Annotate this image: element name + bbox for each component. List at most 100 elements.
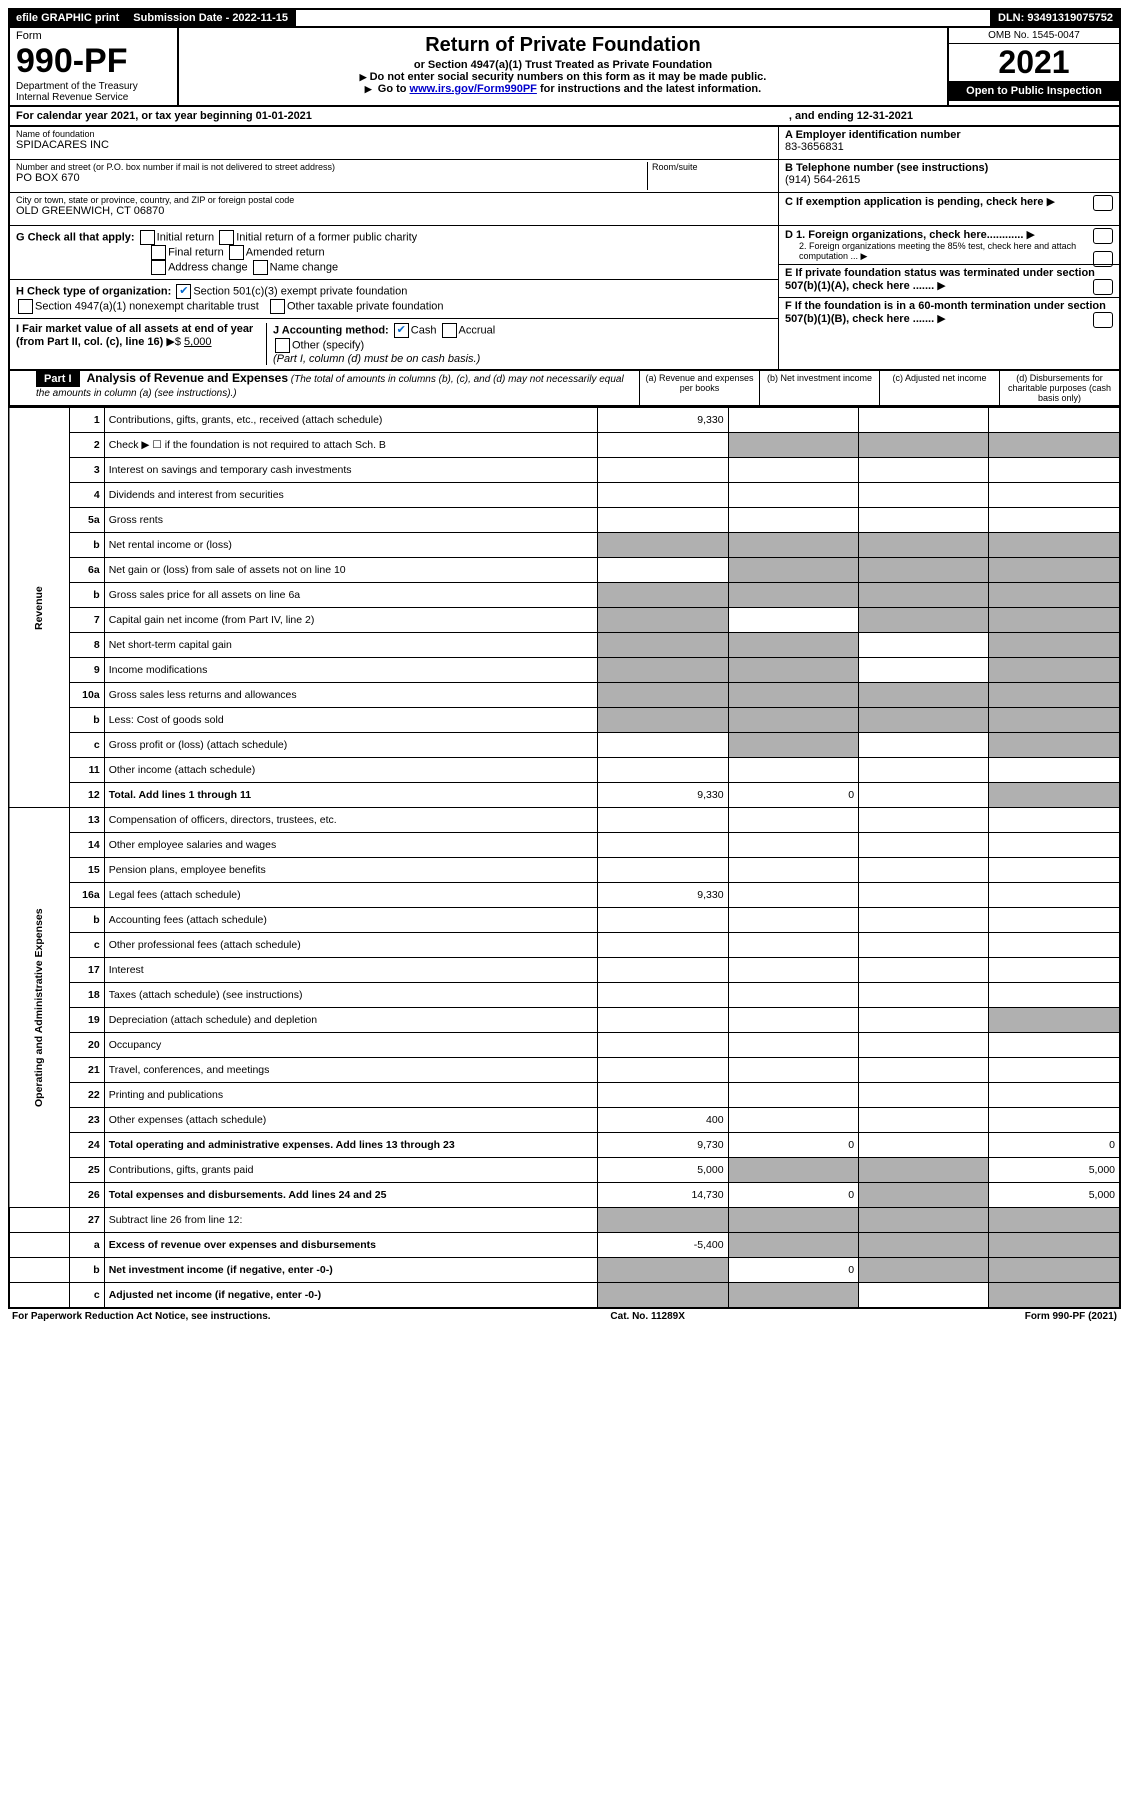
cell-b bbox=[728, 983, 858, 1008]
chk-name-change[interactable] bbox=[253, 260, 268, 275]
cell-a bbox=[598, 708, 728, 733]
cell-a: 5,000 bbox=[598, 1158, 728, 1183]
chk-f[interactable] bbox=[1093, 312, 1113, 328]
line-label: Total expenses and disbursements. Add li… bbox=[104, 1183, 597, 1208]
room-label: Room/suite bbox=[652, 162, 772, 172]
table-row: 19Depreciation (attach schedule) and dep… bbox=[9, 1008, 1120, 1033]
cell-a bbox=[598, 833, 728, 858]
cell-d bbox=[989, 758, 1120, 783]
cell-b bbox=[728, 883, 858, 908]
city-label: City or town, state or province, country… bbox=[16, 195, 772, 205]
chk-amended[interactable] bbox=[229, 245, 244, 260]
cell-c bbox=[859, 1008, 989, 1033]
cell-c bbox=[859, 608, 989, 633]
cell-a bbox=[598, 1058, 728, 1083]
cell-c bbox=[859, 583, 989, 608]
cell-a bbox=[598, 983, 728, 1008]
table-row: 17Interest bbox=[9, 958, 1120, 983]
line-label: Travel, conferences, and meetings bbox=[104, 1058, 597, 1083]
footer-right: Form 990-PF (2021) bbox=[1025, 1311, 1117, 1322]
cell-a bbox=[598, 533, 728, 558]
chk-d1[interactable] bbox=[1093, 228, 1113, 244]
chk-d2[interactable] bbox=[1093, 251, 1113, 267]
cell-a: 14,730 bbox=[598, 1183, 728, 1208]
line-label: Interest on savings and temporary cash i… bbox=[104, 458, 597, 483]
cell-c bbox=[859, 483, 989, 508]
chk-address-change[interactable] bbox=[151, 260, 166, 275]
table-row: 7Capital gain net income (from Part IV, … bbox=[9, 608, 1120, 633]
cell-a bbox=[598, 1258, 728, 1283]
line-number: 22 bbox=[69, 1083, 104, 1108]
ein: 83-3656831 bbox=[785, 141, 1113, 153]
cell-d bbox=[989, 1008, 1120, 1033]
chk-final[interactable] bbox=[151, 245, 166, 260]
cell-a bbox=[598, 958, 728, 983]
part1-table: Revenue1Contributions, gifts, grants, et… bbox=[8, 407, 1121, 1309]
chk-cash[interactable] bbox=[394, 323, 409, 338]
cell-a: 400 bbox=[598, 1108, 728, 1133]
line-number: 3 bbox=[69, 458, 104, 483]
cell-c bbox=[859, 1033, 989, 1058]
page-footer: For Paperwork Reduction Act Notice, see … bbox=[8, 1309, 1121, 1324]
cell-a bbox=[598, 733, 728, 758]
line-number: b bbox=[69, 583, 104, 608]
phone: (914) 564-2615 bbox=[785, 174, 1113, 186]
section-g: G Check all that apply: Initial return I… bbox=[10, 226, 778, 280]
line-number: 18 bbox=[69, 983, 104, 1008]
cell-a bbox=[598, 633, 728, 658]
line-label: Contributions, gifts, grants paid bbox=[104, 1158, 597, 1183]
cell-d bbox=[989, 458, 1120, 483]
dept1: Department of the Treasury bbox=[16, 81, 171, 92]
chk-e[interactable] bbox=[1093, 279, 1113, 295]
cell-b bbox=[728, 433, 858, 458]
submission-date: Submission Date - 2022-11-15 bbox=[127, 10, 296, 26]
efile-label[interactable]: efile GRAPHIC print bbox=[10, 10, 127, 26]
line-label: Compensation of officers, directors, tru… bbox=[104, 808, 597, 833]
line-label: Taxes (attach schedule) (see instruction… bbox=[104, 983, 597, 1008]
cell-b: 0 bbox=[728, 1258, 858, 1283]
line-number: 19 bbox=[69, 1008, 104, 1033]
cell-b bbox=[728, 683, 858, 708]
table-row: cGross profit or (loss) (attach schedule… bbox=[9, 733, 1120, 758]
cell-c bbox=[859, 808, 989, 833]
chk-initial-former[interactable] bbox=[219, 230, 234, 245]
cell-d: 0 bbox=[989, 1133, 1120, 1158]
table-row: cOther professional fees (attach schedul… bbox=[9, 933, 1120, 958]
cell-b bbox=[728, 1233, 858, 1258]
chk-4947[interactable] bbox=[18, 299, 33, 314]
instructions-link[interactable]: www.irs.gov/Form990PF bbox=[410, 83, 537, 95]
chk-pending[interactable] bbox=[1093, 195, 1113, 211]
line-number: b bbox=[69, 533, 104, 558]
table-row: 5aGross rents bbox=[9, 508, 1120, 533]
cell-c bbox=[859, 1233, 989, 1258]
table-row: bNet investment income (if negative, ent… bbox=[9, 1258, 1120, 1283]
chk-initial-return[interactable] bbox=[140, 230, 155, 245]
col-c-head: (c) Adjusted net income bbox=[879, 371, 999, 405]
cell-b bbox=[728, 1208, 858, 1233]
footer-left: For Paperwork Reduction Act Notice, see … bbox=[12, 1311, 271, 1322]
line-number: b bbox=[69, 908, 104, 933]
dln: DLN: 93491319075752 bbox=[992, 10, 1119, 26]
cell-c bbox=[859, 683, 989, 708]
c-label: C If exemption application is pending, c… bbox=[785, 196, 1044, 208]
chk-other-method[interactable] bbox=[275, 338, 290, 353]
chk-accrual[interactable] bbox=[442, 323, 457, 338]
line-number: c bbox=[69, 733, 104, 758]
line-label: Capital gain net income (from Part IV, l… bbox=[104, 608, 597, 633]
line-number: 9 bbox=[69, 658, 104, 683]
cell-c bbox=[859, 408, 989, 433]
cell-c bbox=[859, 983, 989, 1008]
cell-c bbox=[859, 708, 989, 733]
chk-other-taxable[interactable] bbox=[270, 299, 285, 314]
cell-c bbox=[859, 933, 989, 958]
note1: Do not enter social security numbers on … bbox=[183, 71, 943, 83]
line-number: 15 bbox=[69, 858, 104, 883]
line-number: 20 bbox=[69, 1033, 104, 1058]
line-number: 5a bbox=[69, 508, 104, 533]
cell-c bbox=[859, 1258, 989, 1283]
cell-d bbox=[989, 1258, 1120, 1283]
chk-501c3[interactable] bbox=[176, 284, 191, 299]
line-label: Total operating and administrative expen… bbox=[104, 1133, 597, 1158]
cell-c bbox=[859, 533, 989, 558]
cell-d bbox=[989, 433, 1120, 458]
